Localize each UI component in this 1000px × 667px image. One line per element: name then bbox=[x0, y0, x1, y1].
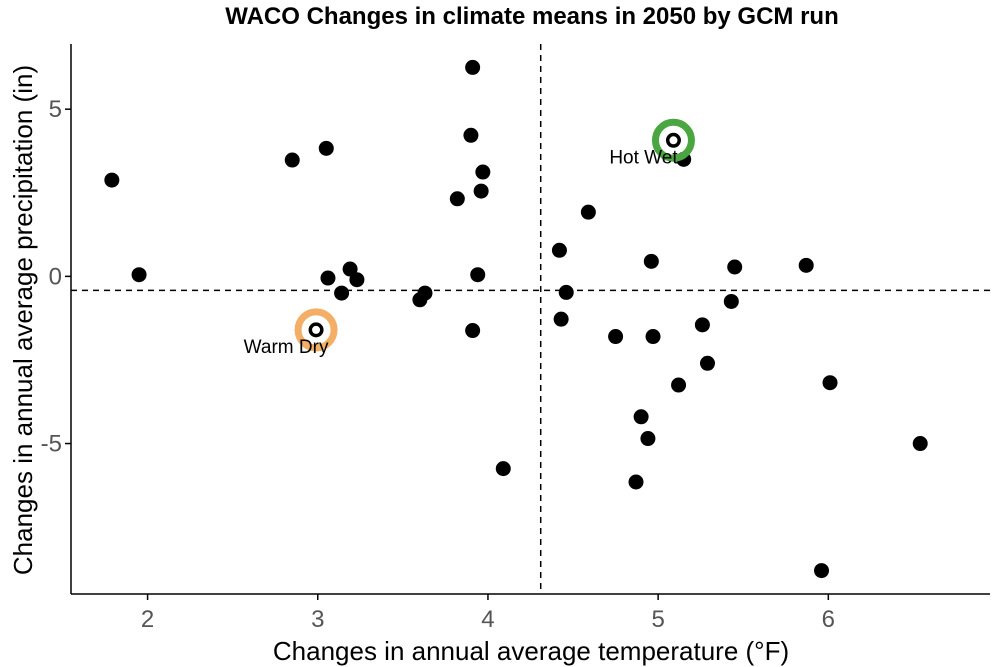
data-point bbox=[580, 204, 596, 220]
highlight-ring-warm-dry bbox=[294, 308, 338, 352]
y-axis-title: Changes in annual average precipitation … bbox=[8, 65, 38, 575]
data-point bbox=[131, 267, 147, 283]
data-point bbox=[723, 293, 739, 309]
data-point bbox=[320, 270, 336, 286]
x-tick-label: 2 bbox=[141, 606, 154, 633]
data-point bbox=[640, 431, 656, 447]
data-point bbox=[694, 317, 710, 333]
x-axis-ticks: 2 3 4 5 6 bbox=[141, 594, 835, 633]
data-point bbox=[814, 563, 830, 579]
x-tick-label: 4 bbox=[481, 606, 494, 633]
data-point bbox=[449, 191, 465, 207]
data-point bbox=[558, 284, 574, 300]
highlights-layer: Hot Wet Warm Dry bbox=[244, 118, 695, 358]
x-tick-label: 5 bbox=[651, 606, 664, 633]
data-point bbox=[671, 377, 687, 393]
data-point bbox=[342, 261, 358, 277]
data-point bbox=[645, 329, 661, 345]
points-layer bbox=[104, 59, 928, 579]
data-point bbox=[349, 272, 365, 288]
data-point bbox=[465, 323, 481, 339]
data-point bbox=[912, 436, 928, 452]
highlight-ring-hot-wet bbox=[651, 118, 695, 162]
y-tick-label: -5 bbox=[41, 431, 62, 458]
y-tick-label: 0 bbox=[49, 263, 62, 290]
data-point bbox=[417, 285, 433, 301]
data-point bbox=[463, 127, 479, 143]
x-tick-label: 3 bbox=[311, 606, 324, 633]
data-point bbox=[318, 140, 334, 156]
data-point bbox=[465, 59, 481, 75]
data-point bbox=[495, 461, 511, 477]
data-point bbox=[473, 183, 489, 199]
x-tick-label: 6 bbox=[822, 606, 835, 633]
chart-title: WACO Changes in climate means in 2050 by… bbox=[225, 3, 839, 30]
highlight-center-hot-wet bbox=[669, 136, 678, 145]
data-point bbox=[608, 329, 624, 345]
data-point bbox=[334, 285, 350, 301]
highlight-center-warm-dry bbox=[312, 325, 321, 334]
data-point bbox=[727, 259, 743, 275]
data-point bbox=[553, 311, 569, 327]
data-point bbox=[699, 355, 715, 371]
annotation-label-hot-wet: Hot Wet bbox=[609, 147, 678, 168]
data-point bbox=[470, 267, 486, 283]
data-point bbox=[284, 152, 300, 168]
annotation-label-warm-dry: Warm Dry bbox=[244, 337, 329, 358]
reference-lines bbox=[71, 44, 990, 594]
data-point bbox=[822, 375, 838, 391]
x-axis-title: Changes in annual average temperature (°… bbox=[273, 636, 789, 666]
y-axis-ticks: 5 0 -5 bbox=[41, 96, 71, 458]
data-point bbox=[643, 253, 659, 269]
data-point bbox=[551, 242, 567, 258]
data-point bbox=[633, 409, 649, 425]
data-point bbox=[628, 474, 644, 490]
data-point bbox=[798, 257, 814, 273]
y-tick-label: 5 bbox=[49, 96, 62, 123]
data-point bbox=[475, 164, 491, 180]
data-point bbox=[104, 172, 120, 188]
